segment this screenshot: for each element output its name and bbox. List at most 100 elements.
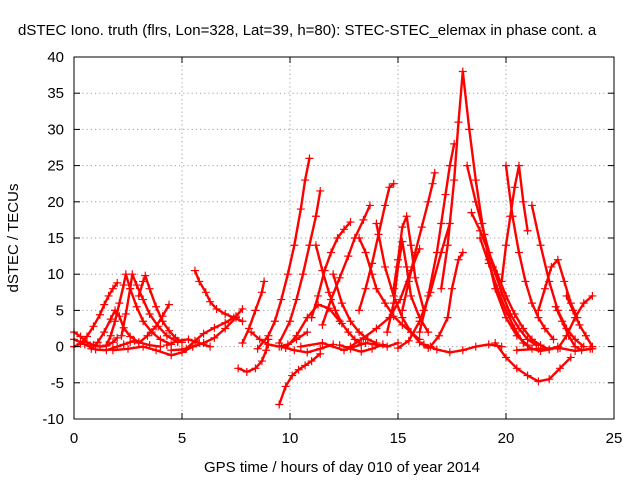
data-point-marker bbox=[329, 270, 338, 279]
data-point-marker bbox=[242, 367, 251, 376]
data-point-marker bbox=[316, 186, 325, 195]
data-point-marker bbox=[443, 313, 452, 322]
data-point-marker bbox=[463, 161, 472, 170]
data-point-marker bbox=[510, 310, 519, 319]
axis-ticks: 0 5 10 15 20 25 -10 -5 0 5 10 15 20 25 30 35 40 bbox=[42, 49, 622, 447]
data-point-marker bbox=[108, 346, 117, 355]
data-point-marker bbox=[361, 248, 370, 257]
data-point-marker bbox=[512, 346, 521, 355]
data-point-marker bbox=[199, 338, 208, 347]
data-point-marker bbox=[195, 277, 204, 286]
data-point-marker bbox=[247, 328, 256, 337]
series-arc-35 bbox=[426, 248, 467, 351]
series-arc-17 bbox=[253, 154, 314, 353]
data-point-marker bbox=[111, 317, 120, 326]
data-point-marker bbox=[139, 295, 148, 304]
data-point-marker bbox=[126, 284, 135, 293]
data-point-marker bbox=[417, 223, 426, 232]
data-point-marker bbox=[471, 176, 480, 185]
data-point-marker bbox=[93, 338, 102, 347]
data-point-marker bbox=[132, 281, 141, 290]
series-arc-41 bbox=[502, 161, 558, 344]
data-point-marker bbox=[454, 255, 463, 264]
data-point-marker bbox=[264, 331, 273, 340]
data-point-marker bbox=[458, 248, 467, 257]
data-point-marker bbox=[190, 266, 199, 275]
data-point-marker bbox=[571, 335, 580, 344]
data-point-marker bbox=[454, 118, 463, 127]
data-point-marker bbox=[502, 353, 510, 362]
series-arc-29 bbox=[372, 219, 433, 353]
data-point-marker bbox=[119, 281, 128, 290]
data-point-marker bbox=[536, 241, 545, 250]
series-arc-32 bbox=[398, 168, 439, 315]
data-point-marker bbox=[514, 248, 523, 257]
data-point-marker bbox=[134, 338, 143, 347]
y-tick-label: 15 bbox=[47, 230, 64, 247]
data-point-marker bbox=[502, 161, 510, 170]
data-point-marker bbox=[292, 295, 301, 304]
data-point-marker bbox=[556, 344, 564, 353]
data-point-marker bbox=[394, 338, 402, 347]
data-point-marker bbox=[566, 353, 575, 362]
series-line bbox=[137, 274, 184, 344]
data-point-marker bbox=[82, 332, 91, 341]
data-point-marker bbox=[89, 322, 98, 331]
x-tick-label: 10 bbox=[282, 430, 299, 447]
data-point-marker bbox=[296, 342, 305, 351]
data-point-marker bbox=[262, 346, 271, 355]
data-point-marker bbox=[476, 226, 485, 235]
data-point-marker bbox=[372, 284, 381, 293]
series-arc-05 bbox=[102, 270, 176, 350]
data-point-marker bbox=[132, 302, 141, 311]
y-tick-label: 40 bbox=[47, 49, 64, 66]
data-point-marker bbox=[430, 168, 439, 177]
data-point-marker bbox=[212, 304, 221, 313]
series-arc-34 bbox=[415, 139, 459, 337]
series-line bbox=[504, 164, 555, 341]
data-point-marker bbox=[497, 277, 506, 286]
data-point-marker bbox=[106, 331, 115, 340]
data-point-marker bbox=[281, 382, 290, 391]
data-point-marker bbox=[100, 300, 109, 309]
data-point-marker bbox=[165, 300, 174, 309]
x-tick-label: 5 bbox=[178, 430, 186, 447]
data-point-marker bbox=[502, 306, 510, 315]
data-point-marker bbox=[152, 302, 161, 311]
data-point-marker bbox=[178, 345, 186, 354]
grid bbox=[74, 57, 614, 419]
data-point-marker bbox=[415, 338, 424, 347]
data-point-marker bbox=[162, 331, 171, 340]
data-point-marker bbox=[381, 201, 390, 210]
data-point-marker bbox=[238, 317, 247, 326]
data-point-marker bbox=[502, 241, 510, 250]
data-point-marker bbox=[117, 331, 126, 340]
data-point-marker bbox=[238, 338, 247, 347]
data-point-marker bbox=[510, 324, 519, 333]
data-point-marker bbox=[534, 344, 543, 353]
data-point-marker bbox=[108, 338, 117, 347]
data-point-marker bbox=[91, 345, 100, 354]
data-point-marker bbox=[448, 284, 456, 293]
data-point-marker bbox=[255, 335, 264, 344]
series-line bbox=[256, 157, 311, 350]
data-point-marker bbox=[318, 338, 327, 347]
data-point-marker bbox=[419, 340, 428, 349]
data-point-marker bbox=[314, 291, 323, 300]
data-point-marker bbox=[547, 262, 556, 271]
data-point-marker bbox=[394, 255, 402, 264]
series-arc-08 bbox=[134, 300, 174, 347]
data-point-marker bbox=[121, 310, 130, 319]
data-point-marker bbox=[346, 218, 355, 227]
data-point-marker bbox=[290, 346, 299, 355]
data-point-marker bbox=[257, 288, 266, 297]
data-point-marker bbox=[545, 375, 554, 384]
data-point-marker bbox=[113, 333, 122, 342]
data-point-marker bbox=[221, 310, 230, 319]
data-point-marker bbox=[441, 190, 450, 199]
y-tick-label: 35 bbox=[47, 85, 64, 102]
data-point-marker bbox=[519, 324, 528, 333]
y-tick-label: 20 bbox=[47, 194, 64, 211]
data-point-marker bbox=[95, 310, 104, 319]
